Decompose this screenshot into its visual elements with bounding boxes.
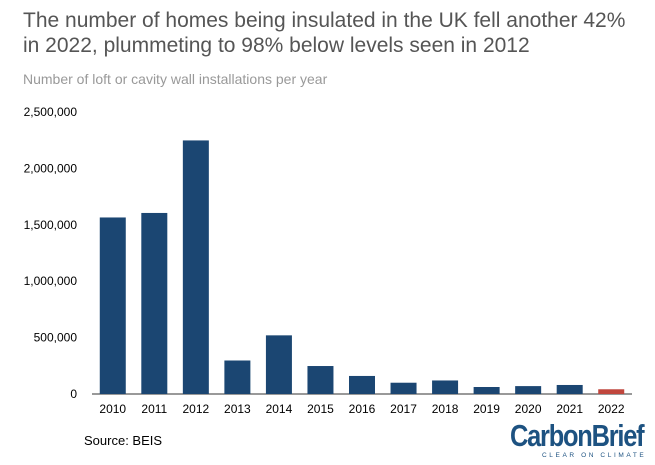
carbonbrief-logo: CarbonBrief CLEAR ON CLIMATE xyxy=(510,418,650,462)
y-tick-label: 500,000 xyxy=(34,331,78,345)
x-tick-label: 2013 xyxy=(224,402,251,416)
x-tick-label: 2014 xyxy=(266,402,293,416)
bar-2020 xyxy=(515,386,542,394)
bar-2013 xyxy=(224,360,251,394)
bar-2014 xyxy=(265,335,292,394)
bar-2022 xyxy=(598,389,625,394)
logo-wordmark: CarbonBrief xyxy=(510,418,645,453)
y-tick-label: 2,000,000 xyxy=(24,161,78,175)
bar-2018 xyxy=(432,380,459,394)
x-tick-label: 2022 xyxy=(598,402,625,416)
x-tick-label: 2015 xyxy=(307,402,334,416)
bar-chart: 0 500,000 1,000,000 1,500,000 2,000,000 2,500… xyxy=(24,105,632,416)
y-tick-label: 1,000,000 xyxy=(24,274,78,288)
bar-2017 xyxy=(390,382,417,394)
logo-tagline: CLEAR ON CLIMATE xyxy=(542,452,647,459)
bar-2012 xyxy=(182,140,209,394)
y-tick-label: 2,500,000 xyxy=(24,105,78,119)
chart-subtitle: Number of loft or cavity wall installati… xyxy=(23,71,328,87)
x-tick-label: 2021 xyxy=(556,402,583,416)
bar-2019 xyxy=(473,387,500,394)
x-tick-label: 2019 xyxy=(473,402,500,416)
x-tick-label: 2018 xyxy=(432,402,459,416)
source-note: Source: BEIS xyxy=(84,433,163,448)
bar-2011 xyxy=(141,212,168,394)
y-tick-label: 1,500,000 xyxy=(24,218,78,232)
chart-title: The number of homes being insulated in t… xyxy=(23,9,626,57)
x-tick-label: 2011 xyxy=(141,402,167,416)
x-tick-label: 2020 xyxy=(515,402,542,416)
x-tick-label: 2010 xyxy=(99,402,126,416)
x-tick-label: 2012 xyxy=(182,402,209,416)
y-tick-label: 0 xyxy=(70,387,77,401)
bar-2010 xyxy=(99,217,126,394)
bar-2015 xyxy=(307,366,334,394)
bar-2021 xyxy=(556,384,583,394)
bar-2016 xyxy=(349,375,375,394)
x-tick-label: 2016 xyxy=(349,402,376,416)
x-tick-label: 2017 xyxy=(390,402,417,416)
